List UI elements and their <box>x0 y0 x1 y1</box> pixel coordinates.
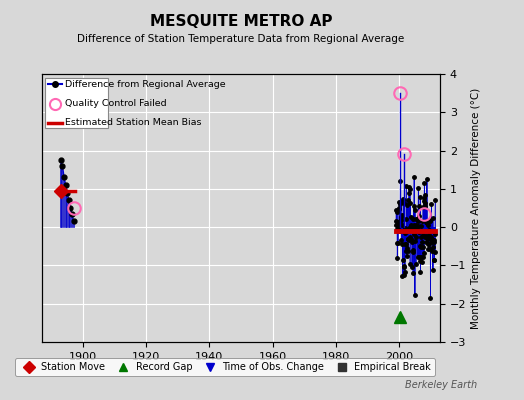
Y-axis label: Monthly Temperature Anomaly Difference (°C): Monthly Temperature Anomaly Difference (… <box>471 87 481 329</box>
Legend: Station Move, Record Gap, Time of Obs. Change, Empirical Break: Station Move, Record Gap, Time of Obs. C… <box>15 358 435 376</box>
Text: MESQUITE METRO AP: MESQUITE METRO AP <box>150 14 332 29</box>
Text: Difference from Regional Average: Difference from Regional Average <box>64 80 225 89</box>
Text: Quality Control Failed: Quality Control Failed <box>64 99 166 108</box>
Text: Berkeley Earth: Berkeley Earth <box>405 380 477 390</box>
Text: Difference of Station Temperature Data from Regional Average: Difference of Station Temperature Data f… <box>78 34 405 44</box>
FancyBboxPatch shape <box>45 78 108 128</box>
Text: Estimated Station Mean Bias: Estimated Station Mean Bias <box>64 118 201 127</box>
